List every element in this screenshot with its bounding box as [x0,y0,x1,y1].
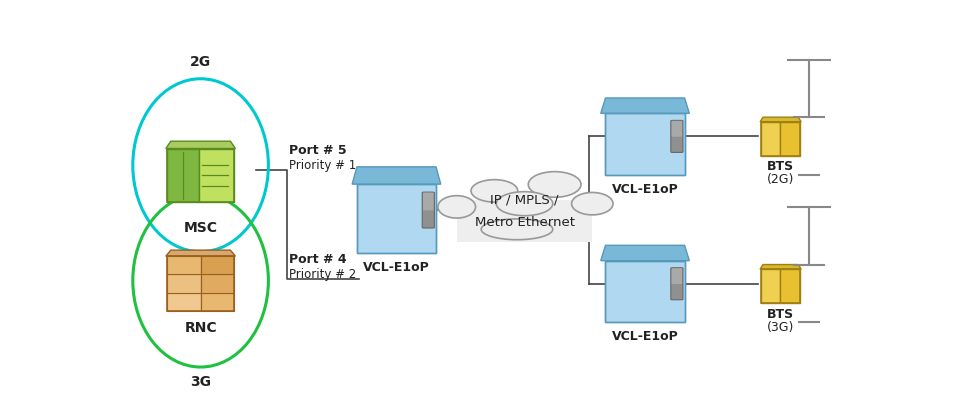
Text: Metro Ethernet: Metro Ethernet [474,216,574,229]
Ellipse shape [497,192,553,215]
Text: Priority # 2: Priority # 2 [289,268,356,281]
Ellipse shape [572,193,613,215]
Ellipse shape [437,196,475,218]
Polygon shape [601,245,689,261]
FancyBboxPatch shape [167,293,200,311]
Text: VCL-E1oP: VCL-E1oP [364,261,430,274]
Text: 3G: 3G [191,375,211,389]
Text: 2G: 2G [191,55,211,69]
Text: (2G): (2G) [767,173,794,186]
FancyBboxPatch shape [780,269,800,303]
FancyBboxPatch shape [423,193,434,210]
FancyBboxPatch shape [167,275,200,293]
FancyBboxPatch shape [761,269,780,303]
FancyBboxPatch shape [457,201,592,242]
Polygon shape [601,98,689,113]
Text: Priority # 1: Priority # 1 [289,159,356,172]
Text: IP / MPLS /: IP / MPLS / [490,194,559,207]
FancyBboxPatch shape [167,256,200,275]
Text: VCL-E1oP: VCL-E1oP [611,183,678,196]
FancyBboxPatch shape [606,113,684,175]
FancyBboxPatch shape [671,268,683,300]
Text: MSC: MSC [184,221,218,235]
Ellipse shape [481,219,553,240]
FancyBboxPatch shape [198,149,233,202]
Text: Port # 5: Port # 5 [289,144,346,157]
FancyBboxPatch shape [167,149,198,202]
FancyBboxPatch shape [357,184,436,253]
FancyBboxPatch shape [200,256,233,275]
Text: BTS: BTS [767,308,794,321]
FancyBboxPatch shape [672,121,682,137]
FancyBboxPatch shape [200,293,233,311]
Ellipse shape [471,180,518,202]
FancyBboxPatch shape [672,268,682,284]
FancyBboxPatch shape [671,120,683,152]
Polygon shape [352,167,440,184]
Ellipse shape [529,172,581,197]
FancyBboxPatch shape [606,261,684,322]
Text: VCL-E1oP: VCL-E1oP [611,330,678,343]
Polygon shape [760,117,801,122]
Text: BTS: BTS [767,161,794,173]
Polygon shape [166,141,235,149]
Text: Port # 4: Port # 4 [289,253,346,266]
Polygon shape [166,250,235,256]
FancyBboxPatch shape [761,122,780,156]
Polygon shape [760,265,801,269]
FancyBboxPatch shape [200,275,233,293]
FancyBboxPatch shape [422,192,434,228]
Text: RNC: RNC [185,321,217,334]
FancyBboxPatch shape [780,122,800,156]
Text: (3G): (3G) [767,321,794,334]
